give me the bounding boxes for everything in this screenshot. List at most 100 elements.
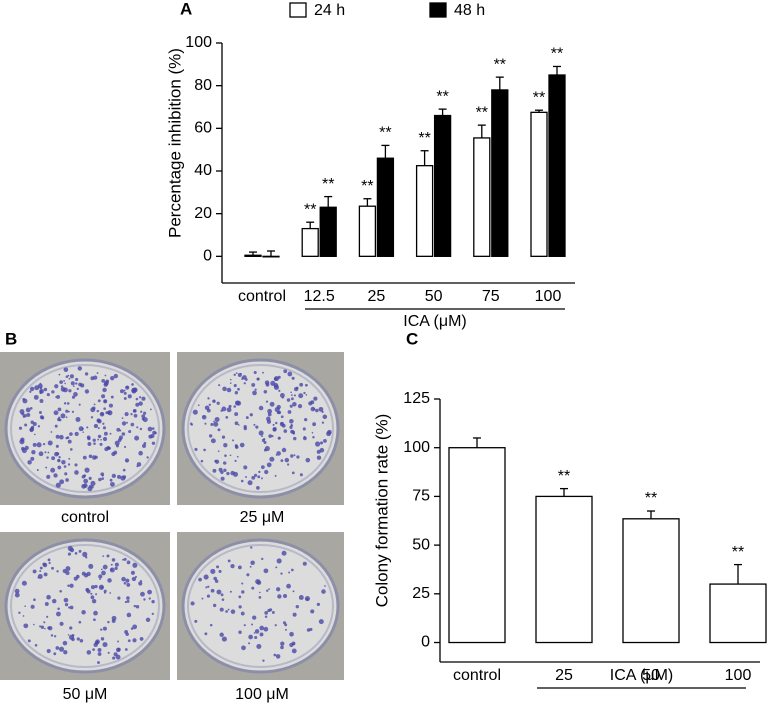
colony xyxy=(312,422,317,427)
colony xyxy=(93,423,99,429)
y-tick-label: 100 xyxy=(403,439,430,456)
colony xyxy=(237,387,240,391)
colony xyxy=(141,414,146,419)
colony xyxy=(22,415,25,418)
colony xyxy=(285,628,287,631)
significance: ** xyxy=(558,468,570,485)
colony xyxy=(151,427,155,430)
panel-label: A xyxy=(180,0,192,18)
colony xyxy=(267,412,272,417)
colony xyxy=(102,387,107,393)
colony xyxy=(86,426,89,429)
significance: ** xyxy=(732,544,744,561)
colony xyxy=(126,582,131,587)
colony xyxy=(207,397,210,400)
y-tick-label: 25 xyxy=(412,585,430,602)
colony xyxy=(248,642,251,645)
colony xyxy=(293,436,297,441)
colony xyxy=(279,392,285,398)
colony xyxy=(76,574,80,579)
colony xyxy=(44,451,47,454)
colony xyxy=(121,421,127,426)
colony xyxy=(268,588,270,590)
y-tick-label: 125 xyxy=(403,390,430,407)
colony xyxy=(143,598,146,601)
colony xyxy=(232,439,235,442)
colony xyxy=(117,640,119,643)
colony xyxy=(58,646,65,652)
significance: ** xyxy=(476,104,488,121)
colony xyxy=(68,457,71,460)
colony xyxy=(150,433,155,439)
colony xyxy=(112,656,116,660)
colony xyxy=(233,405,237,408)
colony xyxy=(25,407,31,413)
bar xyxy=(622,518,680,644)
colony xyxy=(65,416,68,419)
group-label: ICA (μM) xyxy=(610,667,673,684)
colony xyxy=(19,409,25,415)
colony xyxy=(56,611,61,617)
colony xyxy=(208,403,211,406)
colony xyxy=(277,436,281,440)
significance: ** xyxy=(418,130,430,147)
colony xyxy=(251,475,256,480)
colony xyxy=(78,620,82,624)
colony xyxy=(83,478,89,484)
colony xyxy=(266,419,272,424)
colony xyxy=(110,481,115,487)
colony xyxy=(197,404,200,407)
bar xyxy=(301,227,319,257)
colony xyxy=(47,626,51,630)
colony xyxy=(24,445,29,451)
colony xyxy=(213,421,219,427)
colony xyxy=(243,624,246,627)
colony xyxy=(47,440,53,446)
significance: ** xyxy=(494,56,506,73)
colony xyxy=(97,661,100,665)
colony xyxy=(290,391,292,394)
colony xyxy=(51,566,54,570)
colony xyxy=(255,579,261,585)
colony xyxy=(243,426,247,431)
colony xyxy=(63,402,67,405)
colony xyxy=(229,382,232,384)
colony xyxy=(55,444,59,448)
colony xyxy=(267,408,272,414)
colony xyxy=(82,455,87,460)
legend-label: 48 h xyxy=(454,2,485,19)
colony xyxy=(22,615,25,617)
colony xyxy=(44,627,46,630)
colony xyxy=(253,632,256,634)
colony xyxy=(63,380,65,382)
colony xyxy=(295,604,299,609)
colony xyxy=(63,650,68,655)
colony xyxy=(99,442,103,446)
colony xyxy=(273,653,277,657)
colony xyxy=(84,372,89,376)
colony xyxy=(93,610,98,616)
colony xyxy=(152,430,157,435)
dish xyxy=(4,538,166,674)
bar xyxy=(415,165,434,257)
colony xyxy=(64,603,69,607)
colony xyxy=(234,444,238,448)
colony xyxy=(143,442,147,445)
colony xyxy=(40,625,45,629)
colony xyxy=(18,611,21,614)
bar xyxy=(530,111,548,257)
colony xyxy=(263,568,269,574)
colony xyxy=(263,389,268,394)
colony xyxy=(304,383,308,387)
colony xyxy=(70,381,75,386)
colony xyxy=(81,571,86,576)
colony xyxy=(206,594,211,598)
colony xyxy=(225,415,229,419)
colony xyxy=(130,570,136,575)
colony xyxy=(251,623,254,626)
colony xyxy=(117,596,121,600)
colony xyxy=(130,627,134,630)
colony xyxy=(102,555,105,558)
colony xyxy=(210,588,215,593)
bar xyxy=(535,495,593,644)
